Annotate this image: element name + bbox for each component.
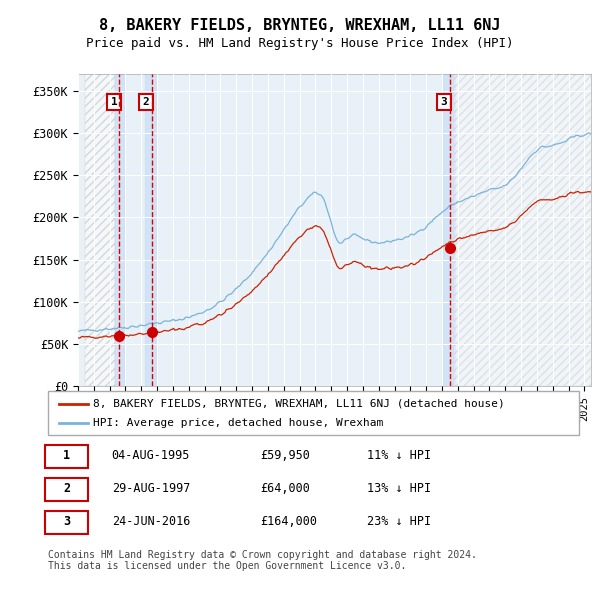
Text: HPI: Average price, detached house, Wrexham: HPI: Average price, detached house, Wrex… [93, 418, 383, 428]
Text: Price paid vs. HM Land Registry's House Price Index (HPI): Price paid vs. HM Land Registry's House … [86, 37, 514, 50]
Text: 11% ↓ HPI: 11% ↓ HPI [367, 449, 431, 462]
FancyBboxPatch shape [46, 478, 88, 501]
Text: 3: 3 [63, 514, 70, 527]
Text: 1: 1 [111, 97, 118, 107]
Text: 3: 3 [440, 97, 448, 107]
FancyBboxPatch shape [46, 511, 88, 534]
Text: 1: 1 [63, 449, 70, 462]
Bar [454, 74, 592, 386]
Text: 2: 2 [142, 97, 149, 107]
Text: 13% ↓ HPI: 13% ↓ HPI [367, 482, 431, 495]
Text: 24-JUN-2016: 24-JUN-2016 [112, 514, 190, 527]
Text: 04-AUG-1995: 04-AUG-1995 [112, 449, 190, 462]
Bar [443, 74, 455, 386]
Text: Contains HM Land Registry data © Crown copyright and database right 2024.
This d: Contains HM Land Registry data © Crown c… [48, 550, 477, 572]
FancyBboxPatch shape [48, 391, 579, 435]
Bar [145, 74, 156, 386]
Text: £64,000: £64,000 [260, 482, 310, 495]
Text: £164,000: £164,000 [260, 514, 317, 527]
Text: 8, BAKERY FIELDS, BRYNTEG, WREXHAM, LL11 6NJ: 8, BAKERY FIELDS, BRYNTEG, WREXHAM, LL11… [99, 18, 501, 33]
Text: £59,950: £59,950 [260, 449, 310, 462]
Bar [85, 74, 115, 386]
Text: 8, BAKERY FIELDS, BRYNTEG, WREXHAM, LL11 6NJ (detached house): 8, BAKERY FIELDS, BRYNTEG, WREXHAM, LL11… [93, 399, 505, 408]
Text: 23% ↓ HPI: 23% ↓ HPI [367, 514, 431, 527]
Bar [113, 74, 124, 386]
FancyBboxPatch shape [46, 445, 88, 468]
Text: 29-AUG-1997: 29-AUG-1997 [112, 482, 190, 495]
Text: 2: 2 [63, 482, 70, 495]
